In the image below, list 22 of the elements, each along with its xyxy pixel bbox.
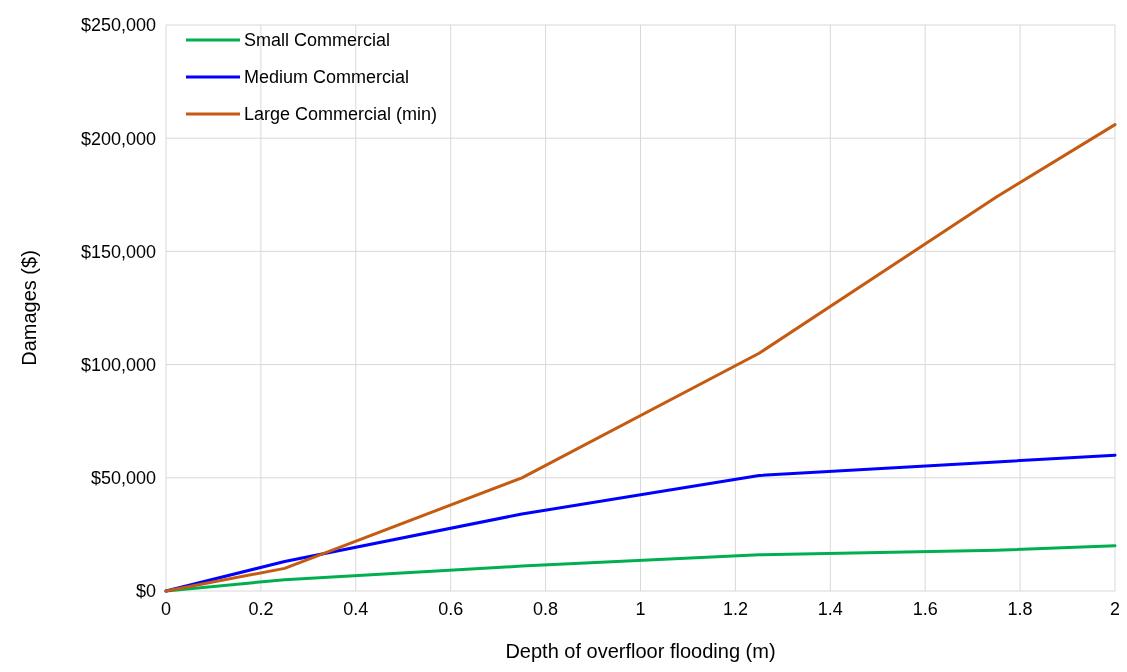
x-tick-label: 0.8 — [533, 599, 559, 619]
x-tick-label: 1 — [635, 599, 646, 619]
y-tick-label: $200,000 — [80, 128, 156, 149]
y-tick-label: $250,000 — [80, 15, 156, 36]
legend-label: Small Commercial — [244, 30, 391, 51]
y-tick-label: $150,000 — [80, 241, 156, 262]
x-tick-label: 0.4 — [343, 599, 369, 619]
y-tick-label: $100,000 — [80, 354, 156, 375]
x-tick-label: 0.6 — [438, 599, 464, 619]
y-tick-label: $0 — [135, 581, 156, 602]
x-tick-label: 2 — [1109, 599, 1121, 619]
y-axis-title: Damages ($) — [18, 250, 40, 366]
x-tick-label: 1.4 — [817, 599, 843, 619]
x-tick-label: 1.2 — [722, 599, 748, 619]
x-axis-title: Depth of overfloor flooding (m) — [505, 640, 776, 662]
x-tick-label: 0 — [160, 599, 172, 619]
legend-label: Medium Commercial — [244, 67, 410, 88]
x-tick-label: 1.8 — [1007, 599, 1033, 619]
x-tick-label: 0.2 — [248, 599, 274, 619]
legend-label: Large Commercial (min) — [244, 104, 438, 125]
y-tick-label: $50,000 — [90, 468, 156, 489]
x-tick-label: 1.6 — [912, 599, 938, 619]
